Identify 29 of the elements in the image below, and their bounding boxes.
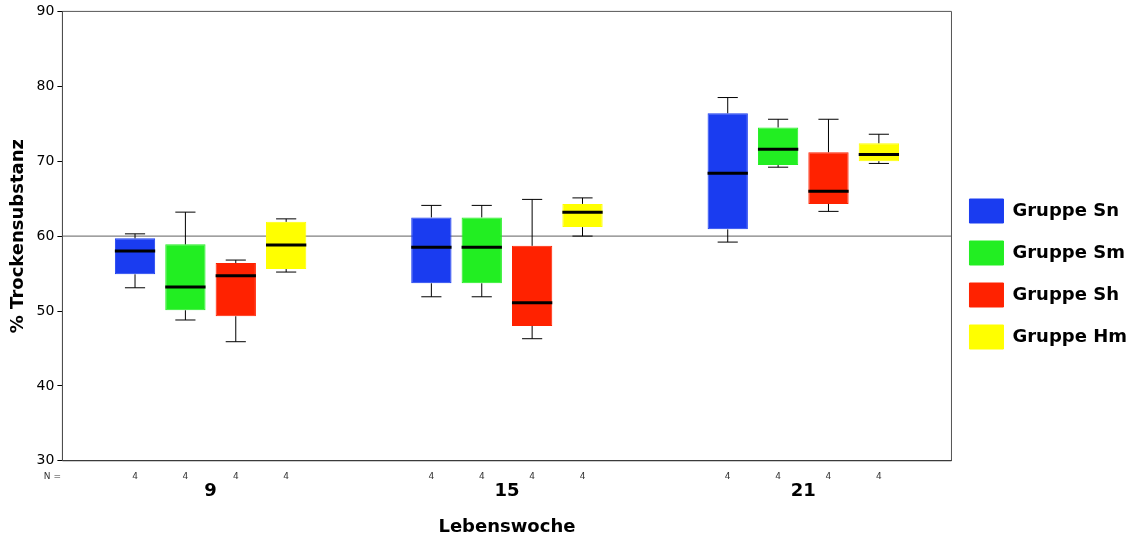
text: 4 <box>579 471 586 482</box>
text: 4 <box>478 471 485 482</box>
y-tick-label: 40 <box>36 376 55 393</box>
y-tick-label: 90 <box>36 2 55 19</box>
y-axis-title: % Trockensubstanz <box>6 139 28 334</box>
text: 4 <box>232 471 239 482</box>
y-tick-label: 30 <box>36 451 55 468</box>
x-tick-label: 9 <box>204 479 217 501</box>
text: N = <box>43 471 61 482</box>
text: 4 <box>182 471 189 482</box>
text: 4 <box>283 471 290 482</box>
text: 4 <box>529 471 536 482</box>
y-tick-label: 80 <box>36 76 55 93</box>
y-tick-label: 60 <box>36 226 55 243</box>
legend-label: Gruppe Sh <box>1012 282 1119 304</box>
text: 4 <box>825 471 832 482</box>
x-tick-label: 15 <box>494 479 520 501</box>
text: 4 <box>724 471 731 482</box>
y-tick-label: 70 <box>36 151 55 168</box>
text: 4 <box>428 471 435 482</box>
x-axis-title: Lebenswoche <box>438 514 576 536</box>
y-tick-label: 50 <box>36 301 55 318</box>
x-tick-label: 21 <box>790 479 816 501</box>
legend-label: Gruppe Sn <box>1012 198 1119 220</box>
text: 4 <box>775 471 782 482</box>
legend-label: Gruppe Sm <box>1012 240 1125 262</box>
text: 4 <box>876 471 882 482</box>
legend-label: Gruppe Hm <box>1012 324 1127 346</box>
text: 4 <box>132 471 139 482</box>
